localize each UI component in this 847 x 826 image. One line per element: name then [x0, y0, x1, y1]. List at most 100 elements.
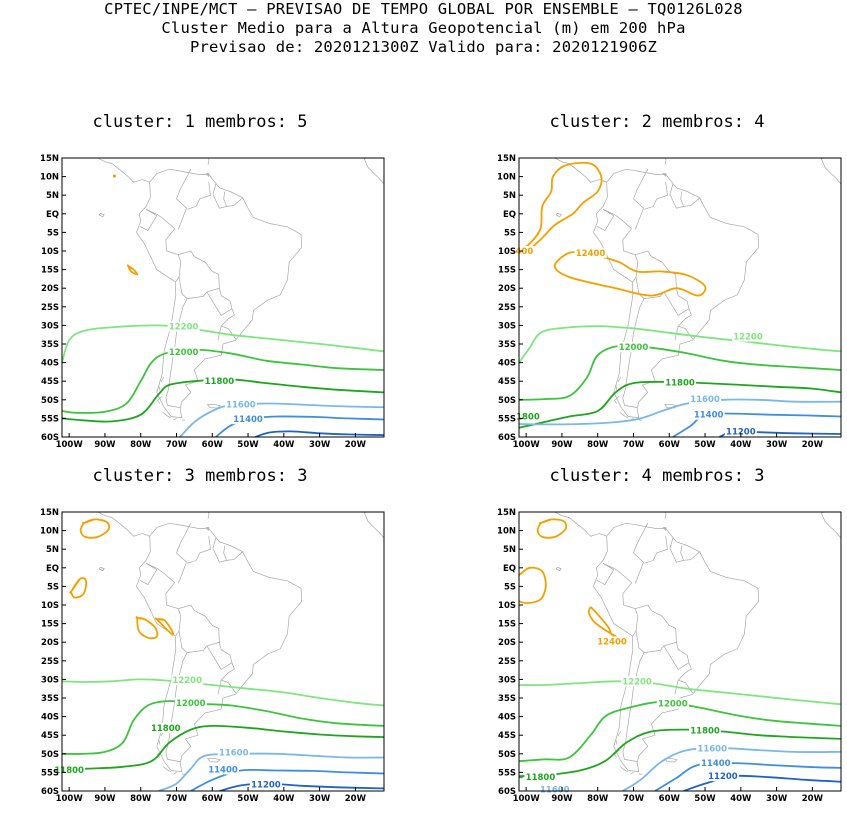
coastline-fragment — [169, 495, 182, 502]
lat-tick-label: 30S — [498, 321, 516, 331]
country-border — [644, 182, 667, 209]
country-border — [664, 288, 689, 315]
coastline-fragment — [562, 134, 574, 155]
coastline-fragment — [62, 495, 96, 508]
lat-tick-label: EQ — [46, 564, 59, 574]
plot-frame — [62, 158, 384, 437]
lat-tick-label: 35S — [498, 340, 516, 350]
header-line-2: Cluster Medio para a Altura Geopotencial… — [0, 19, 847, 38]
lon-tick-label: 60W — [659, 440, 681, 450]
lat-tick-label: 30S — [41, 321, 59, 331]
lat-tick-label: EQ — [46, 210, 59, 220]
contour-label: 11800 — [665, 378, 695, 388]
contour-label: 11800 — [205, 377, 235, 387]
country-border — [177, 169, 191, 229]
lat-tick-label: 30S — [498, 675, 516, 685]
contour-label: 11800 — [526, 773, 556, 783]
land-layer — [62, 488, 384, 775]
contour-label: 12200 — [172, 676, 202, 686]
coastline-fragment — [644, 499, 650, 501]
falkland-islands — [208, 404, 221, 408]
contour-label: 11600 — [697, 745, 727, 755]
lat-tick-label: 5N — [46, 545, 59, 555]
lon-tick-label: 20W — [802, 440, 824, 450]
lat-tick-label: 15N — [497, 154, 516, 164]
lat-tick-label: 40S — [41, 359, 59, 369]
lat-tick-label: 5N — [503, 545, 516, 555]
island-coastline — [174, 772, 177, 774]
coastline-fragment — [662, 150, 663, 153]
lat-tick-label: 5S — [504, 228, 516, 238]
island-coastline — [159, 385, 160, 391]
island-coastline — [631, 772, 634, 774]
coastline-fragment — [519, 141, 553, 154]
panel-title: cluster: 3 membros: 3 — [20, 466, 380, 486]
country-border — [597, 216, 614, 231]
lon-tick-label: 40W — [730, 440, 752, 450]
axis-layer: 15N10N5NEQ5S10S15S20S25S30S35S40S45S50S5… — [40, 508, 367, 804]
contour-label: 11400 — [233, 415, 263, 425]
contour-layer — [519, 519, 841, 791]
lon-tick-label: 30W — [766, 440, 788, 450]
country-border — [623, 299, 644, 408]
lat-tick-label: 25S — [498, 303, 516, 313]
galapagos-islands — [556, 567, 561, 570]
contour-label: 12000 — [169, 348, 199, 358]
lat-tick-label: 15S — [41, 620, 59, 630]
panel-map: 122001200011800116001140015N10N5NEQ5S10S… — [0, 132, 400, 472]
coastline-fragment — [364, 513, 384, 538]
lat-tick-label: 5S — [47, 228, 59, 238]
coastline-fragment — [364, 159, 384, 184]
country-border — [644, 536, 667, 563]
panel-title: cluster: 2 membros: 4 — [477, 112, 837, 132]
header-line-3: Previsao de: 2020121300Z Valido para: 20… — [0, 38, 847, 57]
panel-map: 1240012200120001180011600114001120011800… — [457, 486, 847, 826]
lon-tick-label: 80W — [587, 440, 609, 450]
coastline-fragment — [169, 141, 182, 148]
contour-line — [128, 265, 137, 274]
country-border — [224, 546, 243, 561]
coastline-fragment — [206, 528, 209, 531]
lat-tick-label: 10N — [497, 173, 516, 183]
coastline-fragment — [662, 504, 663, 507]
country-border — [597, 570, 614, 585]
country-border — [634, 523, 648, 583]
lat-tick-label: 30S — [41, 675, 59, 685]
lon-tick-label: 90W — [94, 440, 116, 450]
island-coastline — [616, 385, 617, 391]
lon-tick-label: 80W — [130, 440, 152, 450]
coastline-fragment — [187, 499, 193, 501]
coastline-fragment — [208, 510, 209, 519]
south-america-coastline — [136, 523, 301, 772]
lon-tick-label: 50W — [237, 440, 259, 450]
lat-tick-label: 15S — [41, 266, 59, 276]
lat-tick-label: 10S — [41, 601, 59, 611]
lat-tick-label: 45S — [498, 377, 516, 387]
contour-line — [538, 519, 567, 537]
lon-tick-label: 70W — [166, 440, 188, 450]
contour-line — [519, 568, 546, 604]
contour-label: 12000 — [658, 700, 688, 710]
galapagos-islands — [99, 567, 104, 570]
lat-tick-label: 20S — [498, 284, 516, 294]
country-border — [218, 680, 221, 694]
contour-line — [62, 679, 384, 705]
contour-line — [70, 578, 86, 598]
contour-label: 12000 — [176, 699, 206, 709]
country-border — [635, 605, 676, 653]
lat-tick-label: 50S — [41, 750, 59, 760]
contour-line — [589, 607, 623, 640]
island-coastline — [618, 732, 621, 736]
lat-tick-label: 50S — [41, 396, 59, 406]
contour-line — [62, 701, 384, 754]
contour-label: 12200 — [733, 333, 763, 343]
country-border — [664, 642, 689, 669]
lat-tick-label: 15S — [498, 266, 516, 276]
land-layer — [519, 488, 841, 775]
country-border — [140, 570, 157, 585]
country-border — [681, 546, 700, 561]
coastline-fragment — [206, 174, 209, 177]
lat-tick-label: 25S — [498, 657, 516, 667]
